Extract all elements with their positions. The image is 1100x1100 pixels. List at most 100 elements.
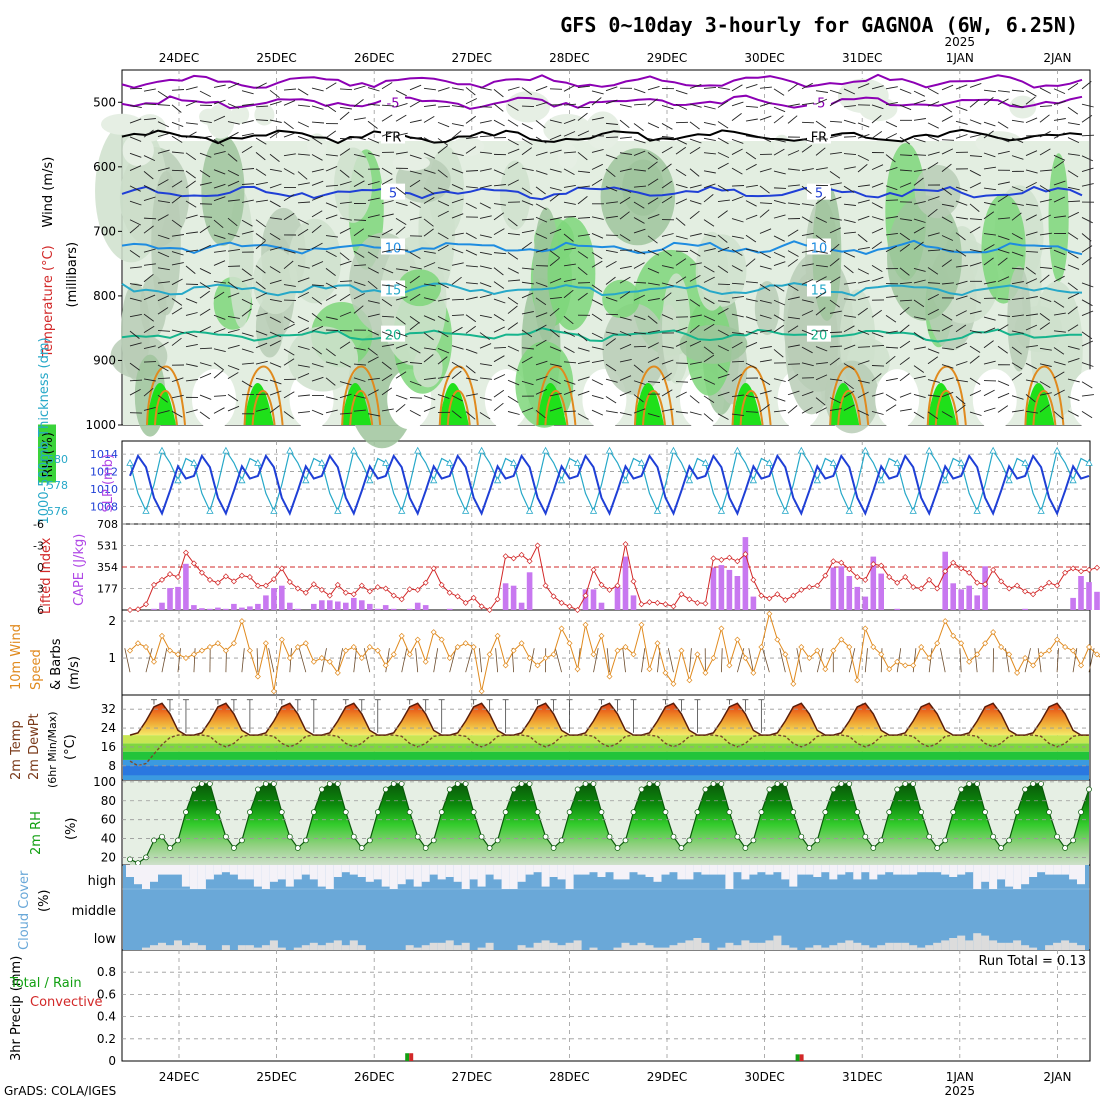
cape-bar (359, 600, 365, 610)
wind-barb (1053, 132, 1065, 139)
cape-bar (950, 583, 956, 610)
cloud-low-cover (573, 940, 582, 950)
wind-barb (829, 345, 843, 348)
wind-barb (787, 250, 799, 257)
isotherm-line (121, 185, 1083, 201)
li-marker (670, 603, 677, 610)
thickness-marker (254, 459, 262, 466)
cloud-low-cover (981, 935, 990, 950)
li-marker (278, 565, 285, 572)
wind-barb (997, 121, 1009, 129)
wind-speed-marker (150, 658, 157, 665)
wind-barb (591, 284, 603, 292)
rh-marker (135, 860, 141, 866)
wind-axis-label-1: 10m Wind (9, 624, 24, 690)
li-marker (486, 607, 493, 613)
wind-barb (661, 136, 674, 139)
surface-wind-barb (449, 648, 457, 673)
cloud-low-cover (989, 940, 998, 950)
wind-barb (591, 148, 604, 153)
wind-speed-marker (886, 666, 893, 673)
li-marker (894, 579, 901, 586)
cape-bar (982, 566, 988, 610)
wind-barb (913, 375, 926, 380)
wind-barb (1011, 233, 1023, 240)
cloud-low-cover (1061, 940, 1070, 950)
wind-barb (941, 84, 954, 91)
rh-shade-upper (231, 104, 250, 125)
li-marker (854, 574, 861, 581)
cloud-high-gap (861, 865, 870, 873)
wind-barb (479, 215, 492, 219)
warm-contour (146, 365, 186, 426)
rh-shade-upper (975, 131, 1023, 155)
wind-barb (1053, 330, 1066, 333)
rh-marker (302, 837, 309, 844)
wind-barb (969, 133, 982, 138)
rh-marker (774, 780, 781, 787)
rh-units-label: (%) (64, 818, 79, 841)
cloud-high-gap (989, 865, 998, 889)
li-marker (254, 582, 261, 589)
wind-barb (437, 298, 450, 302)
wind-barb (759, 359, 772, 363)
wind-barb (773, 378, 786, 382)
wind-speed-marker (542, 655, 549, 662)
li-marker (886, 574, 893, 581)
wind-barb (339, 260, 352, 266)
wind-barb (885, 404, 897, 412)
temp-band (123, 751, 1089, 760)
wind-barb (507, 322, 519, 330)
wind-barb (717, 364, 728, 373)
li-marker (206, 576, 213, 583)
wind-barb (157, 104, 171, 106)
wind-barb (297, 277, 310, 283)
wind-barb (353, 85, 366, 90)
wind-barb (829, 89, 842, 95)
wind-barb (1053, 249, 1066, 256)
wind-barb (157, 132, 170, 137)
wind-barb (633, 123, 644, 131)
thickness-marker (446, 459, 454, 466)
rh-marker (982, 809, 988, 815)
wind-barb (885, 166, 898, 172)
wind-barb (339, 88, 353, 91)
cloud-low-cover (541, 940, 550, 950)
li-marker (614, 582, 621, 589)
wind-barb (171, 410, 183, 418)
wind-barb (241, 308, 252, 317)
rh-marker (414, 833, 421, 840)
li-marker (446, 589, 453, 596)
cloud-high-gap (166, 865, 174, 875)
wind-barb (703, 323, 715, 331)
wind-barb (591, 178, 603, 186)
run-total-label: Run Total = 0.13 (978, 954, 1086, 969)
wind-barb (801, 329, 814, 336)
warm-contour-inner (934, 389, 959, 426)
wind-barb (171, 104, 182, 113)
year-label-bottom: 2025 (945, 1084, 976, 1098)
wind-barb (227, 82, 240, 89)
cloud-high-gap (285, 865, 294, 887)
wind-speed-marker (1070, 647, 1077, 654)
cloud-low-cover (174, 940, 182, 950)
rh-marker (1054, 833, 1060, 840)
cloud-low-cover (349, 940, 358, 950)
cloud-high-gap (661, 865, 670, 875)
wind-barb (633, 217, 645, 224)
li-marker (462, 599, 469, 606)
wind-barb (717, 391, 730, 397)
wind-barb (1011, 281, 1024, 285)
wind-barb (1067, 251, 1079, 259)
wind-barb (423, 297, 436, 302)
wind-barb (591, 379, 603, 386)
wind-barb (367, 152, 380, 157)
wind-barb (143, 345, 156, 349)
wind-barb (297, 201, 311, 204)
wind-barb (703, 233, 716, 238)
wind-barb (717, 137, 729, 145)
cloud-high-gap (261, 865, 270, 889)
isotherm-label: -5 (812, 96, 825, 111)
li-marker (1054, 582, 1061, 589)
cloud-high-gap (509, 865, 518, 889)
